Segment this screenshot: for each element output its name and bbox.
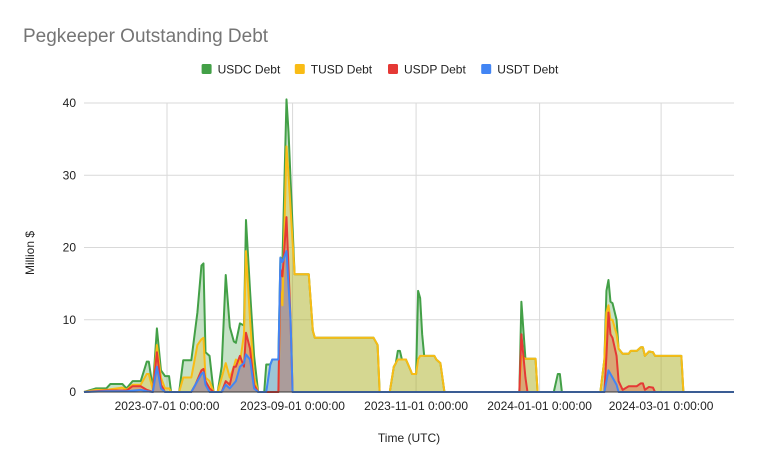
chart-title: Pegkeeper Outstanding Debt (23, 26, 269, 47)
axes: 0 10 20 30 40 2023-07-01 0:00:00 2023-09-01 0:… (63, 96, 734, 413)
legend-swatch (201, 64, 212, 74)
series-area-0 (84, 99, 734, 392)
legend-item[interactable]: USDT Debt (481, 63, 559, 77)
y-axis-label: Million $ (23, 231, 37, 275)
legend-item[interactable]: USDC Debt (201, 63, 281, 77)
x-tick-label: 2024-03-01 0:00:00 (609, 399, 714, 413)
legend-swatch (294, 64, 305, 74)
legend-label: USDT Debt (497, 63, 559, 77)
legend: USDC Debt TUSD Debt USDP Debt USDT Debt (201, 63, 559, 77)
y-tick-label: 10 (63, 313, 77, 327)
series-areas (84, 99, 734, 392)
y-tick-label: 40 (63, 96, 77, 110)
legend-label: USDC Debt (218, 63, 281, 77)
series-area-2 (84, 217, 734, 392)
legend-item[interactable]: USDP Debt (388, 63, 466, 77)
x-tick-label: 2023-09-01 0:00:00 (240, 399, 345, 413)
legend-swatch (388, 64, 398, 74)
x-axis-label: Time (UTC) (378, 431, 440, 445)
legend-swatch (481, 64, 492, 74)
legend-label: USDP Debt (404, 63, 466, 77)
series-area-3 (84, 251, 734, 392)
y-tick-label: 20 (63, 241, 77, 255)
series-area-1 (84, 146, 734, 392)
y-tick-label: 0 (69, 385, 76, 399)
legend-item[interactable]: TUSD Debt (294, 63, 373, 77)
y-tick-label: 30 (63, 168, 77, 182)
x-tick-label: 2024-01-01 0:00:00 (487, 399, 592, 413)
x-tick-label: 2023-07-01 0:00:00 (115, 399, 220, 413)
x-tick-label: 2023-11-01 0:00:00 (364, 399, 468, 413)
legend-label: TUSD Debt (311, 63, 373, 77)
